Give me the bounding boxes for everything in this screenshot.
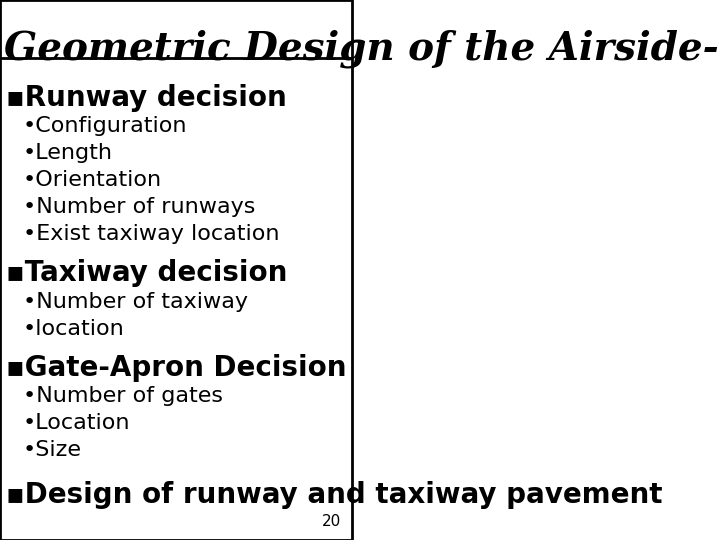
Text: 20: 20	[323, 514, 341, 529]
Text: •Orientation: •Orientation	[23, 170, 162, 190]
Text: Geometric Design of the Airside- Runways: Geometric Design of the Airside- Runways	[4, 30, 720, 68]
Text: •Size: •Size	[23, 440, 82, 460]
Text: ▪Taxiway decision: ▪Taxiway decision	[6, 259, 288, 287]
Text: •Exist taxiway location: •Exist taxiway location	[23, 224, 279, 244]
Text: •Location: •Location	[23, 413, 130, 433]
Text: ▪Design of runway and taxiway pavement: ▪Design of runway and taxiway pavement	[6, 481, 663, 509]
Text: •Number of taxiway: •Number of taxiway	[23, 292, 248, 312]
Text: •location: •location	[23, 319, 125, 339]
Text: •Number of runways: •Number of runways	[23, 197, 256, 217]
Text: •Length: •Length	[23, 143, 113, 163]
Text: ▪Runway decision: ▪Runway decision	[6, 84, 287, 112]
Text: •Configuration: •Configuration	[23, 116, 187, 136]
Text: ▪Gate-Apron Decision: ▪Gate-Apron Decision	[6, 354, 347, 382]
Text: •Number of gates: •Number of gates	[23, 386, 223, 406]
